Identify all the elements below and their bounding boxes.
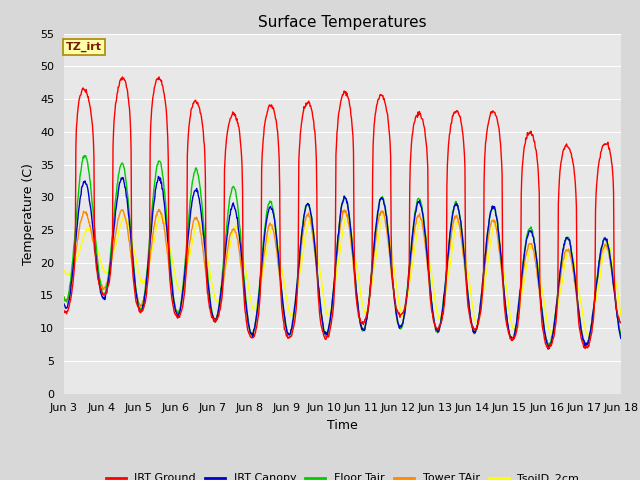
IRT Ground	[581, 346, 589, 351]
Floor Tair	[617, 332, 625, 337]
Line: TsoilD_2cm: TsoilD_2cm	[64, 215, 621, 336]
Tower TAir	[545, 343, 552, 349]
Floor Tair	[82, 153, 90, 158]
TsoilD_2cm	[584, 333, 592, 338]
Line: IRT Canopy: IRT Canopy	[64, 177, 621, 349]
IRT Canopy	[617, 336, 625, 341]
TsoilD_2cm	[267, 227, 275, 232]
IRT Ground	[208, 313, 216, 319]
IRT Ground	[268, 102, 275, 108]
TsoilD_2cm	[581, 325, 589, 331]
Tower TAir	[208, 311, 216, 316]
TsoilD_2cm	[381, 212, 388, 217]
Tower TAir	[60, 294, 68, 300]
Title: Surface Temperatures: Surface Temperatures	[258, 15, 427, 30]
Floor Tair	[60, 294, 68, 300]
IRT Canopy	[268, 206, 275, 212]
Y-axis label: Temperature (C): Temperature (C)	[22, 163, 35, 264]
IRT Ground	[582, 343, 589, 349]
Line: Floor Tair: Floor Tair	[64, 156, 621, 345]
IRT Ground	[133, 300, 141, 306]
IRT Canopy	[582, 342, 589, 348]
TsoilD_2cm	[208, 279, 216, 285]
IRT Ground	[463, 291, 471, 297]
Floor Tair	[348, 238, 356, 244]
Line: Tower TAir: Tower TAir	[64, 209, 621, 346]
Tower TAir	[348, 249, 356, 255]
TsoilD_2cm	[348, 229, 355, 235]
Text: TZ_irt: TZ_irt	[66, 42, 102, 52]
TsoilD_2cm	[463, 265, 471, 271]
IRT Canopy	[60, 301, 68, 307]
TsoilD_2cm	[617, 312, 625, 317]
IRT Ground	[60, 308, 68, 313]
TsoilD_2cm	[133, 260, 141, 265]
Floor Tair	[208, 311, 216, 316]
X-axis label: Time: Time	[327, 419, 358, 432]
Floor Tair	[545, 342, 552, 348]
Tower TAir	[463, 288, 471, 293]
Tower TAir	[617, 331, 625, 337]
Tower TAir	[582, 341, 589, 347]
Tower TAir	[133, 290, 141, 296]
Tower TAir	[155, 206, 163, 212]
TsoilD_2cm	[60, 268, 68, 274]
Floor Tair	[463, 284, 471, 289]
IRT Canopy	[155, 174, 163, 180]
Tower TAir	[268, 222, 275, 228]
Line: IRT Ground: IRT Ground	[64, 77, 621, 348]
Legend: IRT Ground, IRT Canopy, Floor Tair, Tower TAir, TsoilD_2cm: IRT Ground, IRT Canopy, Floor Tair, Towe…	[101, 469, 584, 480]
IRT Canopy	[544, 346, 552, 352]
IRT Ground	[617, 320, 625, 325]
IRT Canopy	[463, 283, 471, 289]
IRT Canopy	[348, 240, 356, 245]
Floor Tair	[582, 342, 589, 348]
IRT Ground	[155, 74, 163, 80]
IRT Canopy	[133, 295, 141, 301]
Floor Tair	[133, 295, 141, 300]
IRT Ground	[348, 121, 356, 127]
IRT Canopy	[208, 311, 216, 316]
Floor Tair	[268, 199, 275, 204]
